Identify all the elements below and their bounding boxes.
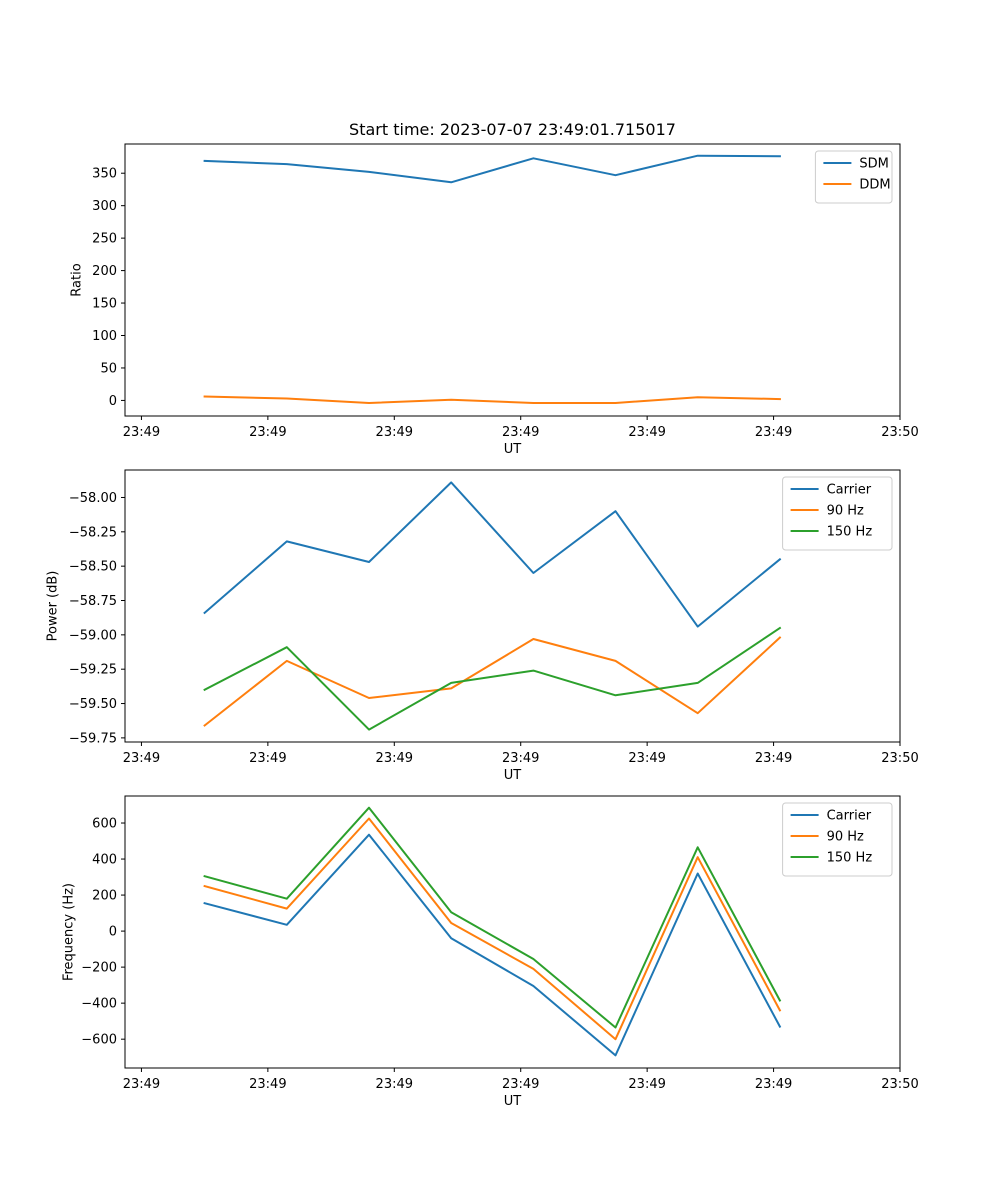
frequency-legend-label-150-hz: 150 Hz [827, 851, 873, 866]
ratio-x-tick-label: 23:49 [502, 425, 539, 440]
frequency-panel: 23:49 23:49 23:49 23:49 23:49 23:49 23:50 −600 −… [62, 795, 919, 1109]
power-legend-label-150-hz: 150 Hz [827, 525, 873, 540]
power-y-tick-label: −58.25 [69, 525, 117, 540]
figure-title: Start time: 2023-07-07 23:49:01.715017 [349, 120, 676, 139]
frequency-x-tick-label: 23:49 [376, 1077, 413, 1092]
frequency-axes-frame [124, 795, 901, 1069]
frequency-x-tick-label: 23:49 [628, 1077, 665, 1092]
power-series-carrier-line [203, 481, 782, 628]
power-panel: 23:49 23:49 23:49 23:49 23:49 23:49 23:50 −59.7… [45, 469, 919, 783]
frequency-legend-label-carrier: Carrier [827, 809, 872, 824]
frequency-y-tick-label: −400 [81, 997, 117, 1012]
frequency-series-150-hz-line [203, 806, 782, 1029]
ratio-x-tick-label: 23:49 [376, 425, 413, 440]
ratio-axes-frame [124, 143, 901, 417]
frequency-legend-label-90-hz: 90 Hz [827, 830, 864, 845]
power-axes-frame [124, 469, 901, 743]
frequency-x-tick-label: 23:49 [755, 1077, 792, 1092]
ratio-y-tick-label: 250 [92, 232, 117, 247]
frequency-x-tick-label: 23:49 [123, 1077, 160, 1092]
power-y-tick-label: −58.50 [69, 560, 117, 575]
power-x-tick-label: 23:49 [755, 751, 792, 766]
power-x-tick-label: 23:49 [376, 751, 413, 766]
power-y-tick-label: −58.75 [69, 594, 117, 609]
frequency-legend: Carrier 90 Hz 150 Hz [782, 802, 893, 877]
frequency-x-tick-label: 23:49 [249, 1077, 286, 1092]
frequency-y-tick-label: 600 [92, 817, 117, 832]
frequency-x-tick-label: 23:50 [881, 1077, 918, 1092]
ratio-legend: SDM DDM [814, 150, 893, 204]
ratio-legend-label-sdm: SDM [859, 157, 888, 172]
frequency-y-tick-label: −600 [81, 1033, 117, 1048]
ratio-y-tick-label: 50 [100, 361, 117, 376]
ratio-y-axis-label: Ratio [70, 263, 85, 296]
power-x-tick-label: 23:49 [628, 751, 665, 766]
frequency-x-tick-label: 23:49 [502, 1077, 539, 1092]
power-y-axis-label: Power (dB) [45, 571, 60, 642]
ratio-series-sdm-line [203, 154, 781, 184]
power-x-axis-label: UT [504, 768, 522, 783]
power-y-tick-label: −58.00 [69, 491, 117, 506]
power-x-tick-label: 23:49 [249, 751, 286, 766]
frequency-y-tick-label: 0 [109, 925, 117, 940]
ratio-x-tick-label: 23:49 [249, 425, 286, 440]
ratio-y-tick-label: 150 [92, 297, 117, 312]
frequency-y-axis-label: Frequency (Hz) [62, 883, 77, 981]
ratio-x-tick-label: 23:49 [755, 425, 792, 440]
power-x-tick-label: 23:49 [123, 751, 160, 766]
ratio-x-tick-label: 23:49 [123, 425, 160, 440]
power-series-150-hz-line [203, 626, 782, 731]
power-legend-label-90-hz: 90 Hz [827, 504, 864, 519]
ratio-legend-label-ddm: DDM [859, 178, 890, 193]
frequency-series-90-hz-line [203, 817, 782, 1041]
power-y-tick-label: −59.25 [69, 663, 117, 678]
ratio-y-tick-label: 200 [92, 264, 117, 279]
power-y-tick-label: −59.75 [69, 731, 117, 746]
power-x-tick-label: 23:49 [502, 751, 539, 766]
power-legend-label-carrier: Carrier [827, 483, 872, 498]
power-x-tick-label: 23:50 [881, 751, 918, 766]
ratio-y-tick-label: 300 [92, 199, 117, 214]
power-legend: Carrier 90 Hz 150 Hz [782, 476, 893, 551]
ratio-y-tick-label: 100 [92, 329, 117, 344]
frequency-series-carrier-line [203, 833, 782, 1057]
ratio-y-tick-label: 350 [92, 167, 117, 182]
power-y-tick-label: −59.50 [69, 697, 117, 712]
ratio-x-axis-label: UT [504, 442, 522, 457]
ratio-series-ddm-line [203, 395, 781, 404]
frequency-y-tick-label: −200 [81, 961, 117, 976]
frequency-y-tick-label: 400 [92, 853, 117, 868]
frequency-y-tick-label: 200 [92, 889, 117, 904]
power-series-90-hz-line [203, 636, 782, 727]
ratio-x-tick-label: 23:50 [881, 425, 918, 440]
frequency-x-axis-label: UT [504, 1094, 522, 1109]
ratio-x-tick-label: 23:49 [628, 425, 665, 440]
ratio-y-tick-label: 0 [109, 394, 117, 409]
ratio-panel: 23:49 23:49 23:49 23:49 23:49 23:49 23:50 0 50 10… [70, 143, 919, 457]
power-y-tick-label: −59.00 [69, 628, 117, 643]
